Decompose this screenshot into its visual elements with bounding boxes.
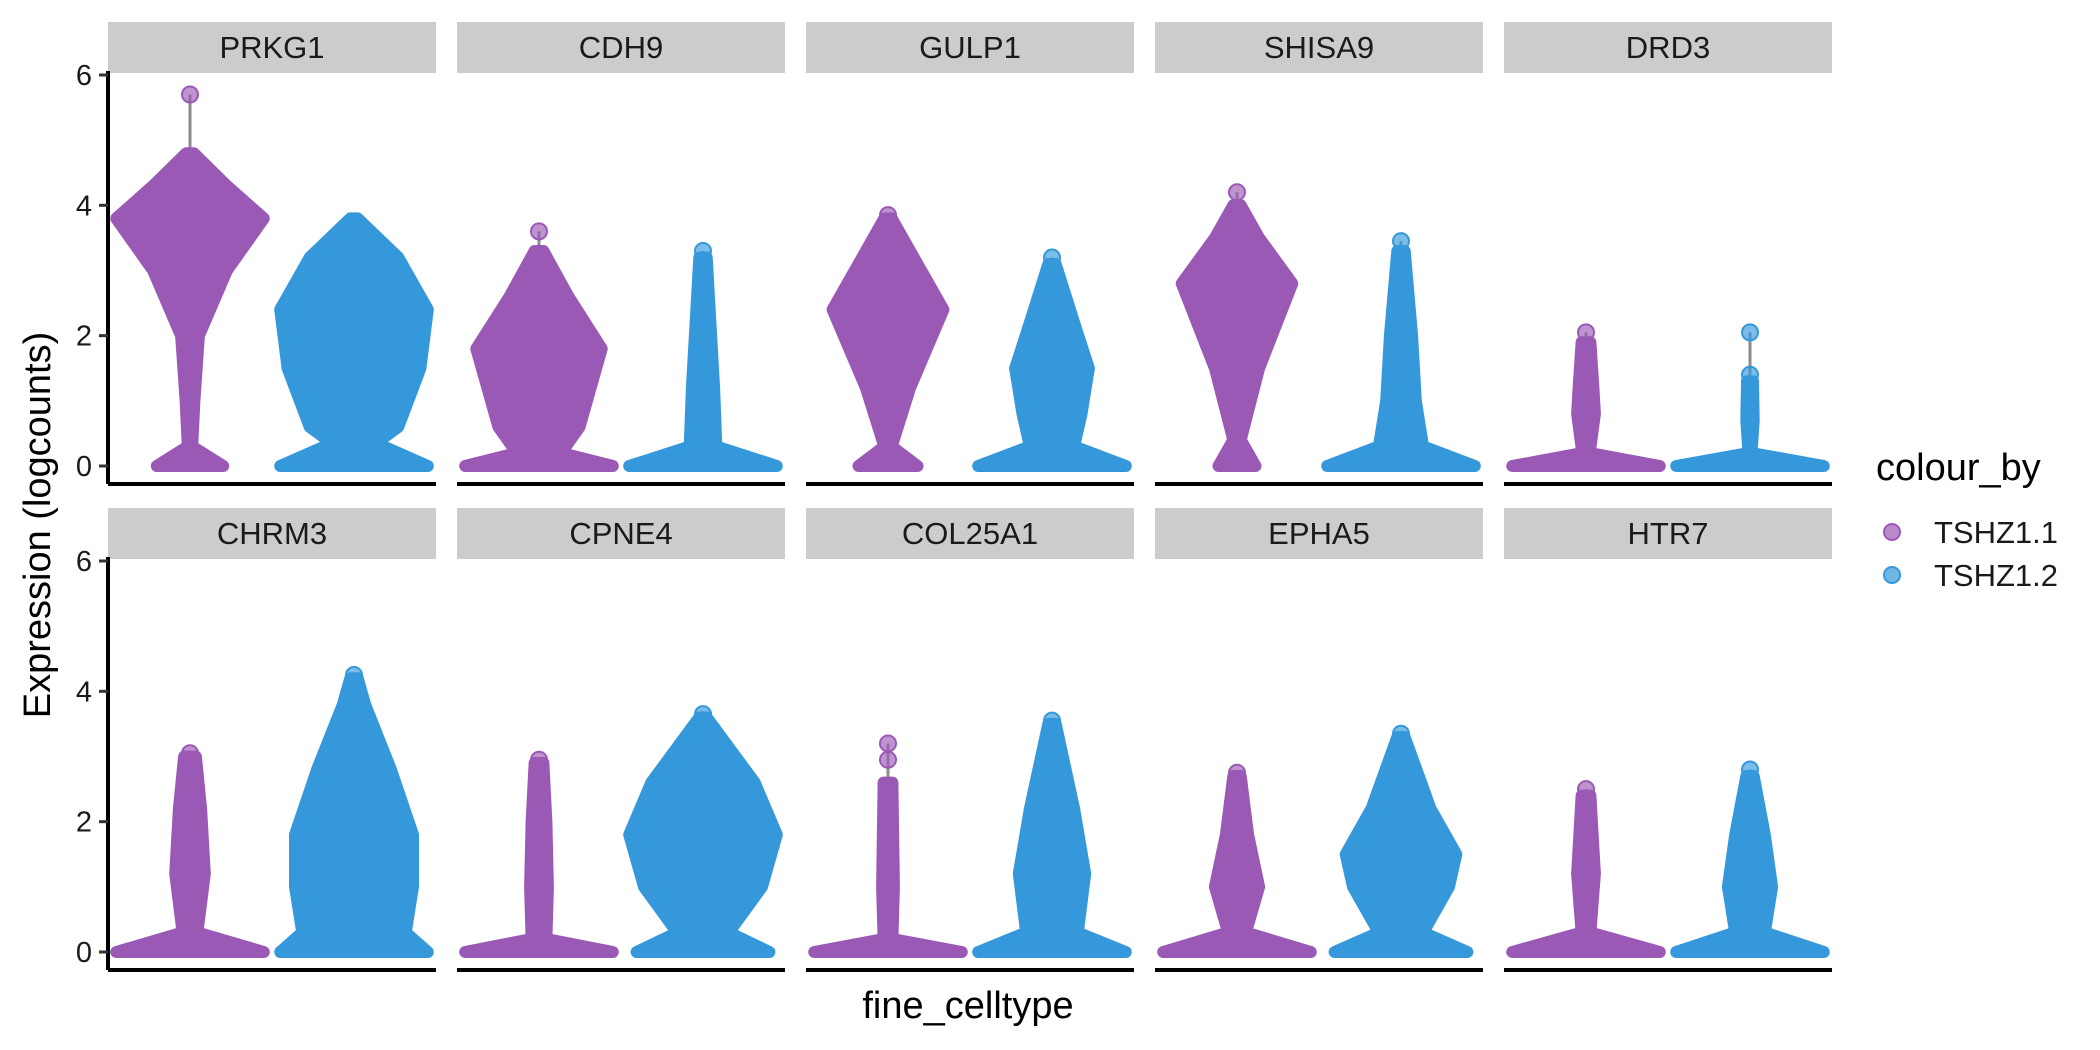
legend-key — [1883, 523, 1901, 541]
violin-body — [1157, 770, 1317, 958]
outlier-point — [1392, 232, 1410, 251]
outlier-point — [694, 705, 712, 724]
outlier-point — [879, 734, 897, 753]
violin-body — [274, 212, 434, 472]
violin-body — [274, 672, 434, 958]
facet-strip — [1504, 22, 1832, 73]
violin-body — [1506, 789, 1666, 958]
facet-strip-label: EPHA5 — [1268, 516, 1370, 551]
outlier-point — [1741, 323, 1759, 342]
facet-strip — [457, 508, 785, 559]
facet-panel: CHRM3 0 2 4 6 — [76, 508, 436, 972]
facet-panel: COL25A1 — [806, 508, 1134, 972]
facet-strip-label: COL25A1 — [902, 516, 1038, 551]
violin-body — [972, 258, 1132, 472]
legend: colour_by TSHZ1.1 TSHZ1.2 — [1876, 447, 2058, 593]
outlier-point — [879, 206, 897, 225]
legend-label: TSHZ1.2 — [1934, 558, 2058, 593]
outlier-point — [530, 750, 548, 769]
violin-body — [1506, 336, 1666, 472]
facet-strip-label: PRKG1 — [219, 30, 324, 65]
outlier-point — [694, 241, 712, 260]
outlier-point — [1741, 760, 1759, 779]
y-axis-title: Expression (logcounts) — [17, 332, 59, 719]
y-tick-label: 6 — [76, 60, 92, 92]
facet-strip — [806, 22, 1134, 73]
facet-panel: PRKG1 0 2 4 6 — [76, 22, 436, 486]
facet-strip-label: GULP1 — [919, 30, 1021, 65]
facet-strip-label: CPNE4 — [569, 516, 672, 551]
outlier-point — [181, 85, 199, 104]
legend-label: TSHZ1.1 — [1934, 515, 2058, 550]
facet-strip — [1504, 508, 1832, 559]
outlier-point — [181, 744, 199, 763]
facet-panel: DRD3 — [1504, 22, 1832, 486]
y-tick-label: 4 — [76, 676, 92, 708]
legend-key — [1883, 566, 1901, 584]
facet-panel: GULP1 — [806, 22, 1134, 486]
facet-strip — [108, 508, 436, 559]
legend-title: colour_by — [1876, 447, 2041, 489]
facet-strip — [108, 22, 436, 73]
y-tick-label: 0 — [76, 937, 92, 969]
x-axis-title: fine_celltype — [862, 985, 1073, 1027]
violin-body — [459, 757, 619, 958]
violin-body — [1670, 770, 1830, 958]
outlier-point — [1577, 780, 1595, 799]
violin-body — [1321, 245, 1481, 472]
y-tick-label: 6 — [76, 546, 92, 578]
facet-strip — [457, 22, 785, 73]
y-tick-label: 4 — [76, 190, 92, 222]
violin-body — [1670, 375, 1830, 472]
violin-body — [110, 147, 270, 472]
violin-body — [459, 245, 619, 472]
facet-strip — [1155, 22, 1483, 73]
facet-strip-label: CDH9 — [579, 30, 663, 65]
facet-strip-label: HTR7 — [1628, 516, 1709, 551]
violin-body — [623, 251, 783, 472]
facet-panel: CPNE4 — [457, 508, 785, 972]
y-tick-label: 2 — [76, 321, 92, 353]
facet-strip-label: SHISA9 — [1264, 30, 1374, 65]
facet-panel: CDH9 — [457, 22, 785, 486]
violin-body — [1175, 199, 1299, 472]
facet-panels: PRKG1 0 2 4 6 CDH9 GULP1 SHISA9 DRD3 CHRM3 0 2 4 6 CPN… — [76, 22, 1832, 972]
violin-body — [1328, 731, 1474, 958]
facet-strip — [1155, 508, 1483, 559]
facet-panel: HTR7 — [1504, 508, 1832, 972]
facet-strip-label: CHRM3 — [217, 516, 327, 551]
outlier-point — [1228, 183, 1246, 202]
facet-strip — [806, 508, 1134, 559]
y-tick-label: 2 — [76, 807, 92, 839]
outlier-point — [1577, 323, 1595, 342]
facet-strip-label: DRD3 — [1626, 30, 1710, 65]
facet-panel: EPHA5 — [1155, 508, 1483, 972]
violin-body — [826, 212, 950, 472]
outlier-point — [530, 222, 548, 241]
outlier-point — [1392, 724, 1410, 743]
facet-panel: SHISA9 — [1155, 22, 1483, 486]
outlier-point — [1228, 763, 1246, 782]
violin-body — [110, 750, 270, 958]
outlier-point — [1043, 248, 1061, 267]
outlier-point — [879, 750, 897, 769]
violin-body — [972, 717, 1132, 958]
violin-body — [623, 711, 783, 958]
outlier-point — [345, 666, 363, 685]
outlier-point — [1043, 711, 1061, 730]
outlier-point — [1741, 365, 1759, 384]
y-tick-label: 0 — [76, 451, 92, 483]
violin-body — [808, 776, 968, 958]
